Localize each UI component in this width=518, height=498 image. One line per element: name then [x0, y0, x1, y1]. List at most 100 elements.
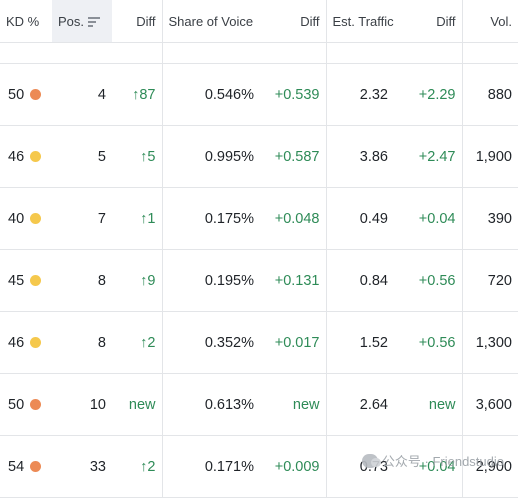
column-header-position[interactable]: Pos. [52, 0, 112, 43]
table-row[interactable]: 45 8 ↑9 0.195% +0.131 0.84 +0.56 720 [0, 249, 518, 312]
traffic-diff-cell: new [394, 373, 462, 436]
kd-value: 50 [8, 86, 25, 103]
column-header-kd[interactable]: KD % [0, 0, 52, 43]
traffic-diff-value: +0.04 [418, 210, 456, 227]
position-diff-value: ↑2 [140, 458, 156, 475]
share-of-voice-cell: 0.195% [161, 249, 260, 312]
column-header-volume[interactable]: Vol. [461, 0, 518, 43]
sov-diff-cell: new [260, 373, 326, 436]
position-diff-cell: ↑9 [112, 249, 162, 312]
traffic-diff-cell: +0.56 [394, 311, 462, 374]
position-diff-cell: new [112, 373, 162, 436]
sov-diff-value: +0.048 [274, 210, 320, 227]
table-row[interactable]: 50 4 ↑87 0.546% +0.539 2.32 +2.29 880 [0, 63, 518, 126]
kd-value: 54 [8, 458, 25, 475]
volume-cell: 1,300 [461, 311, 518, 374]
volume-value: 720 [487, 272, 512, 289]
volume-cell: 880 [461, 63, 518, 126]
position-diff-cell: ↑2 [112, 435, 162, 498]
volume-cell: 1,900 [461, 125, 518, 188]
volume-value: 1,900 [475, 148, 512, 165]
position-value: 33 [89, 458, 106, 475]
position-cell: 10 [52, 373, 112, 436]
position-diff-value: new [128, 396, 156, 413]
position-cell: 4 [52, 63, 112, 126]
position-cell: 8 [52, 249, 112, 312]
sort-icon[interactable] [88, 17, 101, 27]
kd-value: 46 [8, 334, 25, 351]
position-diff-cell: ↑5 [112, 125, 162, 188]
position-diff-cell: ↑1 [112, 187, 162, 250]
difficulty-dot-icon [30, 460, 42, 472]
traffic-diff-value: +0.56 [418, 334, 456, 351]
column-header-traffic-diff[interactable]: Diff [394, 0, 462, 43]
volume-value: 2,900 [475, 458, 512, 475]
table-row[interactable]: 50 10 new 0.613% new 2.64 new 3,600 [0, 373, 518, 436]
est-traffic-cell: 0.49 [325, 187, 394, 250]
column-header-sov-diff[interactable]: Diff [260, 0, 326, 43]
difficulty-dot-icon [30, 398, 42, 410]
share-of-voice-cell: 0.175% [161, 187, 260, 250]
position-diff-cell: ↑2 [112, 311, 162, 374]
traffic-diff-cell: +0.56 [394, 249, 462, 312]
position-value: 8 [97, 334, 106, 351]
est-traffic-value: 2.32 [359, 86, 388, 103]
sov-diff-cell: +0.017 [260, 311, 326, 374]
est-traffic-value: 0.84 [359, 272, 388, 289]
share-of-voice-value: 0.613% [204, 396, 254, 413]
share-of-voice-cell: 0.546% [161, 63, 260, 126]
est-traffic-cell: 0.84 [325, 249, 394, 312]
volume-value: 1,300 [475, 334, 512, 351]
position-cell: 33 [52, 435, 112, 498]
difficulty-dot-icon [30, 150, 42, 162]
position-diff-value: ↑2 [140, 334, 156, 351]
position-cell: 7 [52, 187, 112, 250]
est-traffic-cell: 1.52 [325, 311, 394, 374]
position-diff-cell: ↑87 [112, 63, 162, 126]
kd-cell: 50 [0, 373, 52, 436]
traffic-diff-value: +2.47 [418, 148, 456, 165]
share-of-voice-cell: 0.352% [161, 311, 260, 374]
sov-diff-value: +0.539 [274, 86, 320, 103]
sov-diff-value: +0.009 [274, 458, 320, 475]
wechat-icon [361, 453, 381, 468]
watermark: 公众号 · Friendstudio [361, 451, 504, 470]
difficulty-dot-icon [30, 336, 42, 348]
position-cell: 8 [52, 311, 112, 374]
position-value: 7 [97, 210, 106, 227]
table-row[interactable]: 40 7 ↑1 0.175% +0.048 0.49 +0.04 390 [0, 187, 518, 250]
column-header-position-diff[interactable]: Diff [112, 0, 162, 43]
kd-value: 50 [8, 396, 25, 413]
difficulty-dot-icon [30, 274, 42, 286]
share-of-voice-value: 0.995% [204, 148, 254, 165]
header-spacer-row [0, 42, 518, 64]
table-row[interactable]: 46 8 ↑2 0.352% +0.017 1.52 +0.56 1,300 [0, 311, 518, 374]
table-row[interactable]: 46 5 ↑5 0.995% +0.587 3.86 +2.47 1,900 [0, 125, 518, 188]
position-diff-value: ↑1 [140, 210, 156, 227]
position-value: 10 [89, 396, 106, 413]
sov-diff-value: +0.131 [274, 272, 320, 289]
traffic-diff-cell: +2.47 [394, 125, 462, 188]
traffic-diff-cell: +0.04 [394, 187, 462, 250]
est-traffic-value: 1.52 [359, 334, 388, 351]
kd-value: 45 [8, 272, 25, 289]
est-traffic-value: 2.64 [359, 396, 388, 413]
sov-diff-cell: +0.009 [260, 435, 326, 498]
column-header-share-of-voice[interactable]: Share of Voice [161, 0, 260, 43]
difficulty-dot-icon [30, 88, 42, 100]
kd-cell: 46 [0, 125, 52, 188]
sov-diff-cell: +0.131 [260, 249, 326, 312]
sov-diff-value: +0.587 [274, 148, 320, 165]
share-of-voice-cell: 0.171% [161, 435, 260, 498]
kd-cell: 40 [0, 187, 52, 250]
volume-value: 880 [487, 86, 512, 103]
traffic-diff-value: +0.04 [418, 458, 456, 475]
column-header-est-traffic[interactable]: Est. Traffic [325, 0, 394, 43]
volume-value: 390 [487, 210, 512, 227]
kd-cell: 46 [0, 311, 52, 374]
kd-cell: 50 [0, 63, 52, 126]
traffic-diff-value: +0.56 [418, 272, 456, 289]
volume-cell: 720 [461, 249, 518, 312]
sov-diff-value: +0.017 [274, 334, 320, 351]
